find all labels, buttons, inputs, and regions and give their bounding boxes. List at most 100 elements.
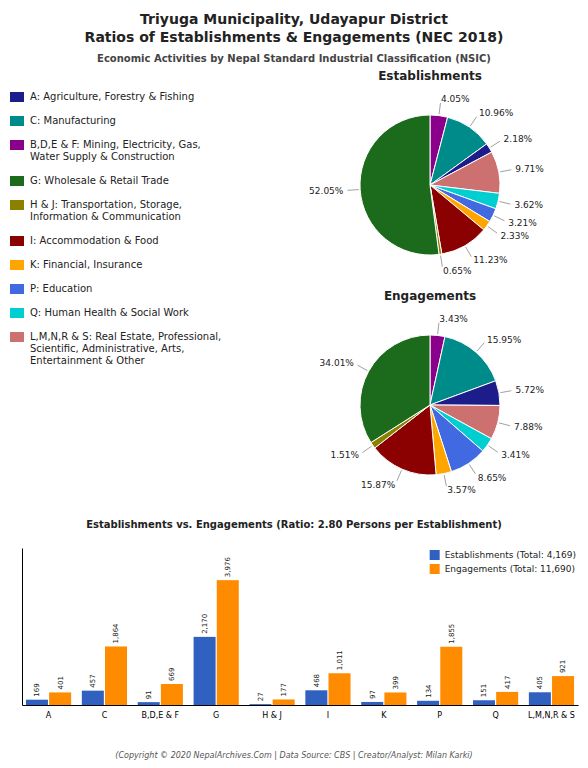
x-tick: K [381,705,387,720]
data-label: 3.21% [508,218,537,228]
bar [105,646,127,705]
legend-entry: Engagements (Total: 11,690) [430,564,575,574]
legend-label: Establishments (Total: 4,169) [445,550,576,560]
data-label: 3.62% [514,200,543,210]
data-label: 669 [168,668,176,681]
data-label: 10.96% [479,108,514,118]
data-label: 7.88% [514,422,543,432]
bar-series [26,637,551,705]
legend: A: Agriculture, Forestry & Fishing C: Man… [10,91,221,366]
y-axis-line [22,549,23,706]
x-tick-label: Q [492,711,498,720]
data-label: 151 [480,684,488,697]
pie-title: Establishments [378,69,482,83]
pie-chart: 3.43%15.95%5.72%7.88%3.41%8.65%3.57%15.8… [320,314,545,495]
bars [26,580,574,705]
data-label: 27 [257,692,265,701]
leader-line [358,365,368,370]
data-label: 921 [559,660,567,673]
x-tick: B,D,E & F [141,705,179,720]
data-label: 91 [145,690,153,699]
footer: (Copyright © 2020 NepalArchives.Com | Da… [115,751,472,760]
data-label: 15.95% [487,335,522,345]
bar [473,700,495,705]
leader-line [491,141,500,147]
x-tick-label: I [327,711,329,720]
x-axis: ACB,D,E & FGH & JIKPQL,M,N,R & S [23,705,579,720]
title: Ratios of Establishments & Engagements (… [85,29,504,45]
pie-title: Engagements [384,289,476,303]
leader-line [494,216,504,221]
bar [329,673,351,705]
x-tick: L,M,N,R & S [528,705,575,720]
legend-entry: G: Wholesale & Retail Trade [10,175,169,186]
data-label: 468 [313,674,321,687]
bar-legend: Establishments (Total: 4,169) Engagements… [430,550,576,574]
data-label: 3.41% [501,450,530,460]
x-tick: A [46,705,52,720]
data-label: 2,170 [201,614,209,634]
data-label: 1,855 [448,624,456,644]
leader-line [469,465,475,474]
legend-swatch [10,284,24,294]
data-label: 399 [392,676,400,689]
data-label: 3.57% [447,485,476,495]
x-tick: Q [492,705,498,720]
bar [161,684,183,705]
leader-line [499,202,510,205]
x-tick-label: K [381,711,387,720]
legend-entry: K: Financial, Insurance [10,259,142,270]
legend-entry: L,M,N,R & S: Real Estate, Professional,S… [10,331,221,366]
data-label: 4.05% [441,94,470,104]
x-tick-label: P [437,711,442,720]
bar [249,704,271,705]
legend-swatch [10,260,24,270]
bar [26,700,48,705]
leader-line [348,189,359,191]
data-label: 3,976 [224,557,232,578]
legend-entry: Establishments (Total: 4,169) [430,550,576,560]
bar [496,692,518,705]
bar [273,699,295,705]
legend-swatch [10,116,24,126]
data-label: 169 [33,683,41,696]
legend-swatch [430,550,440,560]
bar [384,692,406,705]
pie-slice [430,381,500,406]
legend-label: H & J: Transportation, Storage,Informati… [30,199,182,222]
legend-swatch [10,332,24,342]
x-tick: P [437,705,442,720]
legend-label: C: Manufacturing [30,115,116,126]
leader-line [489,446,498,452]
legend-swatch [10,92,24,102]
legend-entry: P: Education [10,283,92,294]
legend-entry: I: Accommodation & Food [10,235,159,246]
legend-label: P: Education [30,283,92,294]
x-tick-label: A [46,711,52,720]
legend-swatch [10,236,24,246]
bar [82,691,104,705]
legend-label: A: Agriculture, Forestry & Fishing [30,91,194,102]
legend-entry: A: Agriculture, Forestry & Fishing [10,91,194,102]
legend-entry: Q: Human Health & Social Work [10,307,189,318]
data-label: 8.65% [478,473,507,483]
data-label: 97 [369,690,377,699]
data-label: 177 [280,683,288,696]
legend-label: L,M,N,R & S: Real Estate, Professional,S… [30,331,221,366]
data-label: 2.33% [501,231,530,241]
data-label: 15.87% [361,480,396,490]
x-axis-line [23,705,579,706]
legend-swatch [10,308,24,318]
legend-swatch [10,140,24,150]
x-tick-label: C [102,711,108,720]
legend-entry: B,D,E & F: Mining, Electricity, Gas,Wate… [10,139,201,162]
bar [417,701,439,705]
legend-label: K: Financial, Insurance [30,259,142,270]
data-label: 457 [89,674,97,687]
x-tick: I [327,705,329,720]
x-tick: G [213,705,219,720]
legend-swatch [430,564,440,574]
legend-entry: C: Manufacturing [10,115,116,126]
data-label: 1,011 [336,650,344,670]
pie-chart: 4.05%10.96%2.18%9.71%3.62%3.21%2.33%11.2… [309,94,544,276]
